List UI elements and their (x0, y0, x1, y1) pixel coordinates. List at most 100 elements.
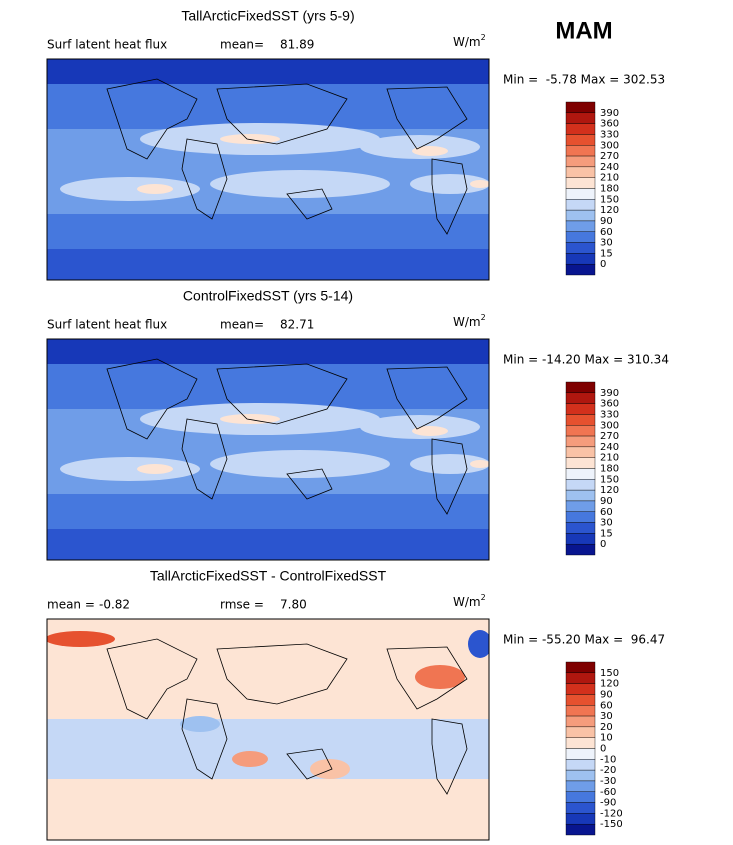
band (47, 364, 489, 409)
coastline (286, 468, 333, 500)
colorbar-box (565, 414, 596, 426)
colorbar-label: 120 (600, 485, 619, 496)
colorbar-label: 0 (600, 744, 606, 755)
colorbar-box (565, 112, 596, 124)
stat-label: mean= (220, 38, 264, 52)
map-frame (46, 58, 490, 281)
units: W/m2 (453, 33, 486, 49)
colorbar-label: 240 (600, 162, 619, 173)
colorbar-label: -120 (600, 808, 623, 819)
colorbar-box (565, 220, 596, 232)
colorbar-label: 360 (600, 399, 619, 410)
colorbar-label: 150 (600, 668, 619, 679)
field-blob (410, 174, 489, 194)
field-blob (47, 631, 115, 647)
colorbar-box (565, 155, 596, 168)
stat-value: -0.82 (99, 598, 130, 612)
colorbar-box (565, 446, 596, 458)
range-label: Min = -14.20 Max = 310.34 (503, 353, 669, 367)
coastline (431, 438, 468, 515)
coastline (181, 138, 228, 220)
units-sup: 2 (481, 593, 486, 602)
colorbar-label: 180 (600, 464, 619, 475)
colorbar-box (565, 457, 596, 469)
coastline (216, 83, 348, 145)
field-blob (468, 630, 489, 658)
units-base: W/m (453, 35, 481, 49)
colorbar-box (565, 533, 596, 545)
panel-title: ControlFixedSST (yrs 5-14) (183, 288, 353, 304)
colorbar-label: 300 (600, 140, 619, 151)
colorbar-box (565, 253, 596, 265)
field-blob (220, 134, 280, 144)
colorbar-box (565, 813, 596, 825)
colorbar-box (565, 403, 596, 415)
colorbar-box (565, 823, 596, 836)
units: W/m2 (453, 593, 486, 609)
band (47, 339, 489, 364)
colorbar-box (565, 748, 596, 760)
range-label: Min = -55.20 Max = 96.47 (503, 633, 665, 647)
coastline (386, 366, 468, 430)
band (47, 494, 489, 529)
units: W/m2 (453, 313, 486, 329)
colorbar-label: 120 (600, 205, 619, 216)
coastline (181, 698, 228, 780)
field-blob (310, 759, 350, 779)
colorbar-box (565, 199, 596, 211)
band (47, 59, 489, 84)
colorbar-box (565, 209, 596, 222)
colorbar-label: 270 (600, 151, 619, 162)
colorbar-box (565, 134, 596, 146)
band (47, 719, 489, 779)
colorbar-label: 300 (600, 420, 619, 431)
colorbar-label: 15 (600, 248, 613, 259)
colorbar-box (565, 780, 596, 792)
colorbar-label: -150 (600, 819, 623, 830)
colorbar-box (565, 188, 596, 200)
stat-value: 7.80 (280, 598, 307, 612)
colorbar-box (565, 705, 596, 717)
coastline (431, 158, 468, 235)
colorbar-label: -30 (600, 776, 616, 787)
colorbar-label: 270 (600, 431, 619, 442)
colorbar-label: 210 (600, 173, 619, 184)
colorbar-label: 30 (600, 238, 613, 249)
colorbar-label: 150 (600, 194, 619, 205)
variable-label: Surf latent heat flux (47, 38, 167, 52)
colorbar-box (565, 759, 596, 771)
colorbar-box (565, 231, 596, 243)
season-label: MAM (555, 17, 612, 44)
colorbar-box (565, 101, 596, 114)
colorbar-label: 90 (600, 216, 613, 227)
coastline (106, 78, 198, 160)
colorbar-box (565, 381, 596, 394)
colorbar-box (565, 802, 596, 814)
colorbar-box (565, 500, 596, 512)
colorbar-label: 0 (600, 539, 606, 550)
colorbar-box (565, 543, 596, 556)
coastline (286, 748, 333, 780)
colorbar-box (565, 715, 596, 728)
colorbar-label: -10 (600, 754, 616, 765)
field-blob (470, 180, 489, 188)
coastline (386, 86, 468, 150)
panel-title: TallArcticFixedSST - ControlFixedSST (150, 568, 387, 584)
colorbar-label: 60 (600, 227, 613, 238)
colorbar-box (565, 123, 596, 135)
stat-value: 81.89 (280, 38, 314, 52)
colorbar-box (565, 435, 596, 448)
colorbar-label: 120 (600, 679, 619, 690)
colorbar-label: -20 (600, 765, 616, 776)
colorbar-box (565, 737, 596, 749)
coastline (181, 418, 228, 500)
band (47, 214, 489, 249)
panel-title: TallArcticFixedSST (yrs 5-9) (181, 8, 354, 24)
coastline (386, 646, 468, 710)
colorbar-label: 150 (600, 474, 619, 485)
coastline (216, 643, 348, 705)
coastline (106, 358, 198, 440)
colorbar-box (565, 672, 596, 684)
field-blob (410, 454, 489, 474)
field-blob (180, 716, 220, 732)
